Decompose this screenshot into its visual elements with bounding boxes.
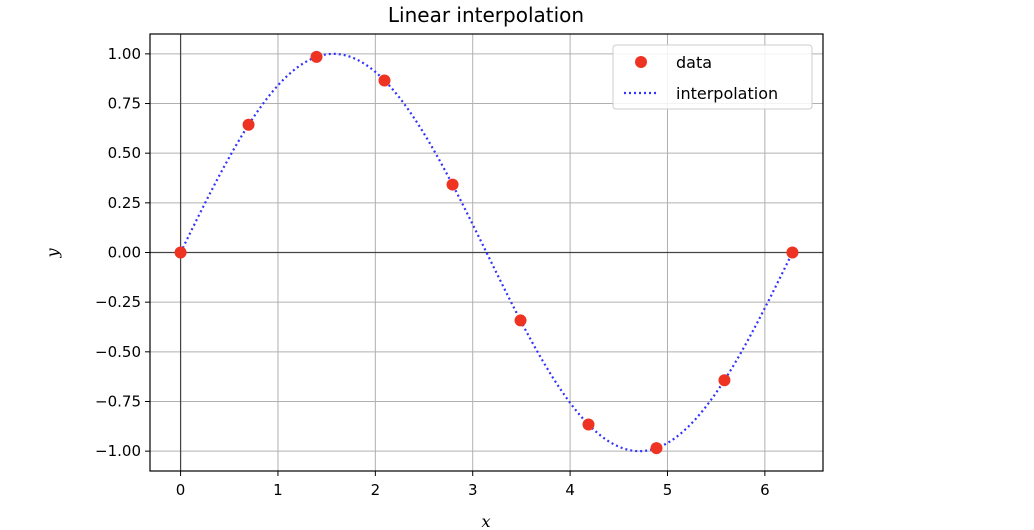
- data-point: [378, 74, 391, 87]
- x-axis-label: x: [481, 512, 490, 530]
- y-tick-label: 0.00: [108, 244, 141, 262]
- legend-box: [612, 44, 813, 110]
- data-point: [718, 374, 731, 387]
- y-tick-label: 0.25: [108, 194, 141, 212]
- y-tick-label: −1.00: [95, 442, 141, 460]
- legend-label-interpolation: interpolation: [676, 84, 778, 103]
- data-point: [242, 118, 255, 131]
- legend-label-data: data: [676, 53, 712, 72]
- x-tick-label: 6: [760, 481, 770, 499]
- y-tick-label: −0.50: [95, 343, 141, 361]
- y-tick-label: 1.00: [108, 45, 141, 63]
- x-tick-label: 3: [468, 481, 478, 499]
- legend: data interpolation: [612, 44, 813, 110]
- chart-title: Linear interpolation: [388, 3, 584, 27]
- interpolation-line: [179, 52, 794, 453]
- data-point: [310, 50, 323, 63]
- y-tick-label: 0.50: [108, 144, 141, 162]
- x-tick-label: 4: [565, 481, 575, 499]
- y-tick-label: 0.75: [108, 95, 141, 113]
- y-tick-label: −0.25: [95, 293, 141, 311]
- interpolation-series: [179, 52, 794, 453]
- data-series: [174, 50, 799, 455]
- x-axis-ticks: 0 1 2 3 4 5 6: [176, 471, 770, 499]
- data-point: [446, 178, 459, 191]
- x-tick-label: 2: [371, 481, 381, 499]
- legend-data-marker: [635, 56, 647, 68]
- y-axis-label: y: [43, 248, 62, 259]
- x-tick-label: 1: [273, 481, 283, 499]
- y-axis-ticks: 1.00 0.75 0.50 0.25 0.00 −0.25 −0.50 −0.75 −1.00: [95, 45, 150, 460]
- data-point: [650, 442, 663, 455]
- data-point: [514, 314, 527, 327]
- data-point: [786, 246, 799, 259]
- y-tick-label: −0.75: [95, 392, 141, 410]
- x-tick-label: 5: [663, 481, 673, 499]
- data-point: [174, 246, 187, 259]
- x-tick-label: 0: [176, 481, 186, 499]
- data-point: [582, 418, 595, 431]
